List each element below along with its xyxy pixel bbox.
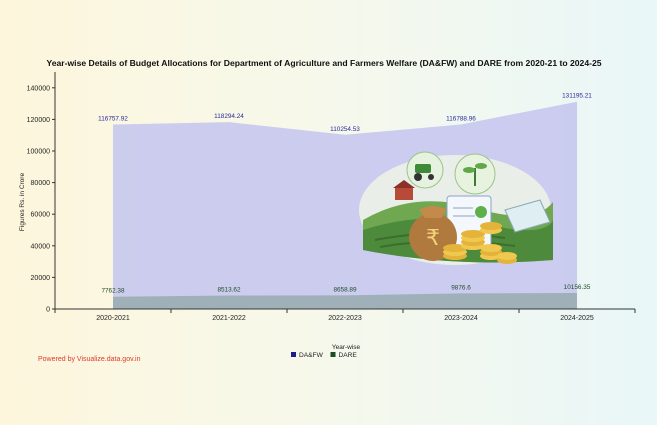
data-label-dare: 7762.38 bbox=[101, 288, 125, 295]
x-tick-label: 2023-2024 bbox=[444, 315, 478, 322]
y-tick-label: 100000 bbox=[27, 149, 50, 156]
y-tick-label: 20000 bbox=[31, 275, 51, 282]
svg-text:₹: ₹ bbox=[426, 226, 440, 251]
x-axis-title: Year-wise bbox=[332, 344, 361, 351]
legend-label: DA&FW bbox=[299, 352, 324, 359]
powered-by-link[interactable]: Powered by Visualize.data.gov.in bbox=[38, 356, 141, 363]
data-label-dare: 9876.6 bbox=[451, 284, 471, 291]
data-label-dare: 8658.89 bbox=[333, 286, 357, 293]
y-tick-label: 0 bbox=[46, 307, 50, 314]
y-tick-label: 140000 bbox=[27, 85, 50, 92]
legend-label: DARE bbox=[339, 352, 358, 359]
legend-item-dare[interactable]: DARE bbox=[330, 352, 358, 359]
data-label-da-fw: 110254.53 bbox=[330, 126, 360, 133]
data-label-dare: 10156.35 bbox=[564, 284, 591, 291]
legend-swatch bbox=[330, 352, 336, 357]
legend-item-da-fw[interactable]: DA&FW bbox=[291, 352, 324, 359]
y-axis-title: Figures Rs. in Crore bbox=[19, 173, 26, 232]
x-tick-label: 2020-2021 bbox=[96, 315, 130, 322]
data-label-dare: 8513.62 bbox=[217, 287, 241, 294]
data-labels: 116757.92 118294.24 110254.53 116788.96 1311… bbox=[98, 93, 592, 295]
chart-title: Year-wise Details of Budget Allocations … bbox=[46, 58, 601, 68]
legend: DA&FW DARE bbox=[291, 352, 357, 359]
x-tick-label: 2024-2025 bbox=[560, 315, 594, 322]
y-tick-label: 80000 bbox=[31, 180, 51, 187]
axes: 0 20000 40000 60000 80000 100000 120000 140000 2… bbox=[27, 72, 636, 322]
farm-budget-illustration: ₹ bbox=[359, 151, 553, 265]
x-tick-label: 2022-2023 bbox=[328, 315, 362, 322]
data-label-da-fw: 118294.24 bbox=[214, 113, 244, 120]
data-label-da-fw: 116757.92 bbox=[98, 116, 128, 123]
y-tick-label: 60000 bbox=[31, 212, 51, 219]
legend-swatch bbox=[291, 352, 296, 357]
x-tick-label: 2021-2022 bbox=[212, 315, 246, 322]
series-area-dare bbox=[113, 292, 577, 309]
data-label-da-fw: 116788.96 bbox=[446, 115, 476, 122]
y-tick-label: 40000 bbox=[31, 243, 51, 250]
y-tick-label: 120000 bbox=[27, 117, 50, 124]
data-label-da-fw: 131195.21 bbox=[562, 93, 592, 100]
